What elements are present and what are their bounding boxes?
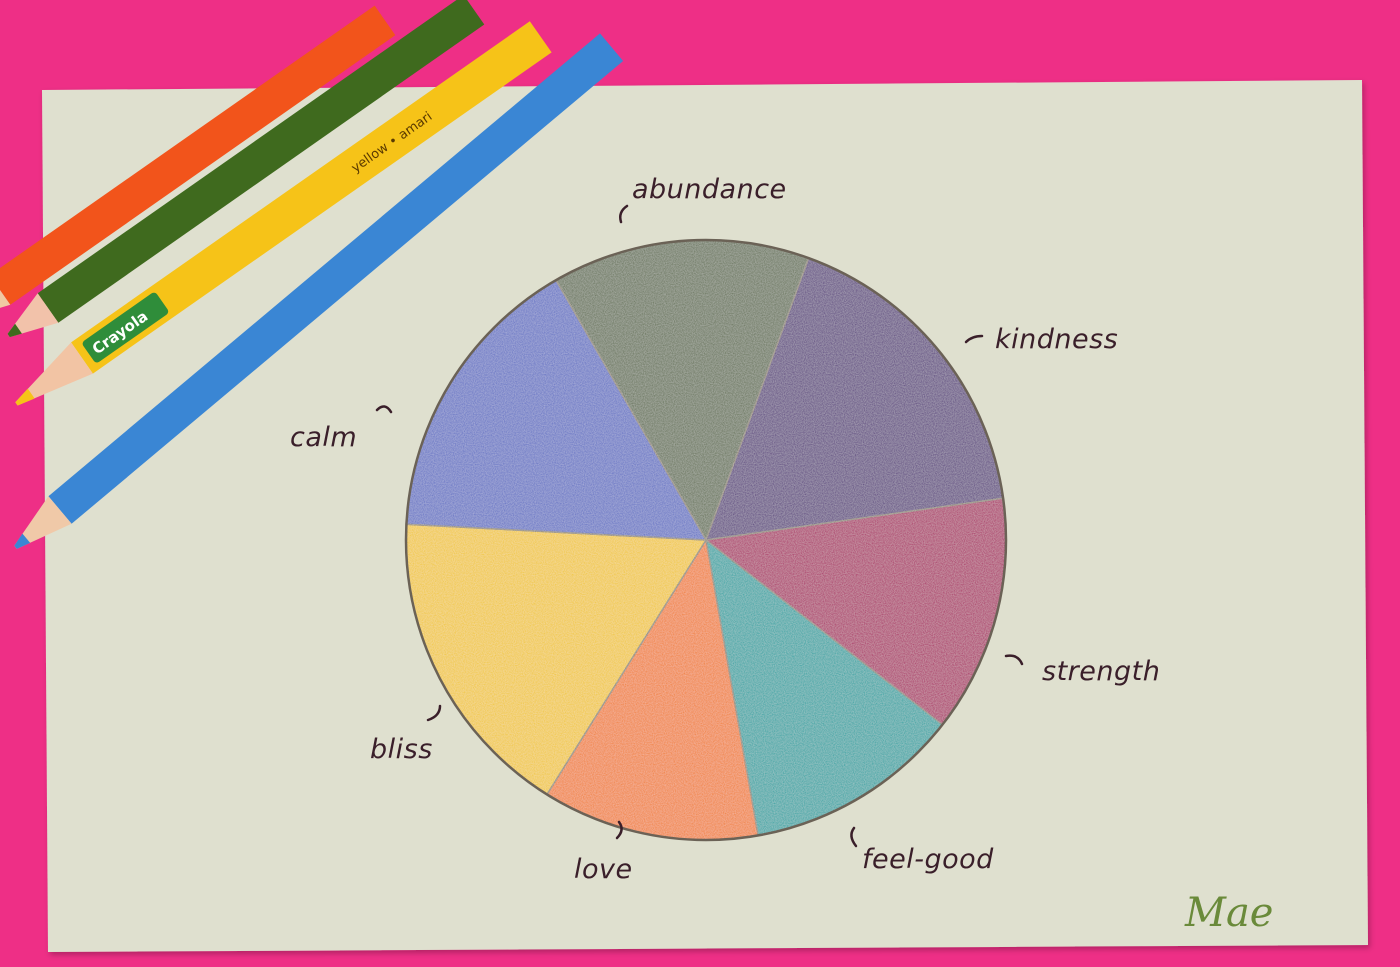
slice-label-bliss: bliss <box>370 734 433 765</box>
label-tick-strength <box>1004 654 1024 666</box>
pencil-blue <box>14 33 624 549</box>
label-tick-kindness <box>964 334 984 344</box>
label-tick-bliss <box>426 704 442 722</box>
label-tick-love <box>615 820 623 840</box>
slice-label-calm: calm <box>290 422 357 453</box>
slice-label-abundance: abundance <box>632 174 787 205</box>
slice-label-love: love <box>574 854 633 885</box>
slice-label-strength: strength <box>1042 656 1160 687</box>
pie-labels: abundance kindness strength feel-good love bl… <box>290 174 1160 885</box>
pie-outline <box>404 238 1008 842</box>
pie-chart <box>405 239 1007 841</box>
slice-label-feel-good: feel-good <box>862 844 994 875</box>
label-tick-feel-good <box>850 826 858 848</box>
label-tick-abundance <box>619 204 629 224</box>
pencil-green <box>7 0 485 338</box>
label-tick-calm <box>375 405 393 414</box>
pencil-yellow: Crayola yellow • amari <box>15 21 552 406</box>
signature: Mae <box>1184 890 1273 936</box>
slice-label-kindness: kindness <box>995 324 1118 355</box>
crayola-logo <box>82 292 169 363</box>
pencil-orange <box>0 5 396 320</box>
